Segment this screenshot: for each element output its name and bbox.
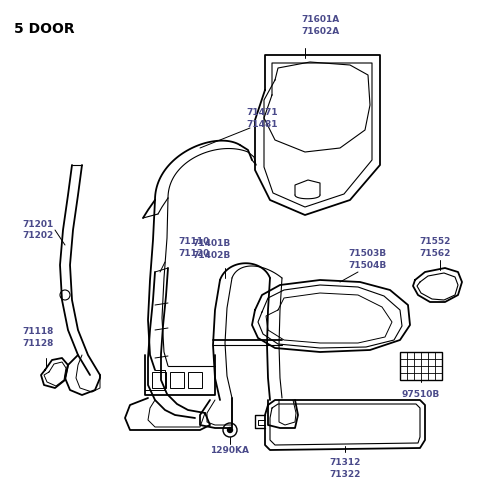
Text: 71552
71562: 71552 71562 xyxy=(420,237,451,258)
Text: 5 DOOR: 5 DOOR xyxy=(14,22,74,36)
Text: 71401B
71402B: 71401B 71402B xyxy=(192,239,230,260)
Circle shape xyxy=(228,427,232,432)
Bar xyxy=(188,372,202,388)
Text: 1290KA: 1290KA xyxy=(211,446,250,455)
Text: 71503B
71504B: 71503B 71504B xyxy=(348,249,386,270)
Bar xyxy=(170,372,184,388)
Text: 71601A
71602A: 71601A 71602A xyxy=(301,15,339,36)
Text: 71110
71120: 71110 71120 xyxy=(178,237,209,258)
Text: 71471
71481: 71471 71481 xyxy=(246,108,278,129)
Text: 71201
71202: 71201 71202 xyxy=(22,220,53,241)
Bar xyxy=(152,372,166,388)
Text: 71118
71128: 71118 71128 xyxy=(22,327,53,348)
Text: 97510B: 97510B xyxy=(402,390,440,399)
Bar xyxy=(400,352,442,380)
Text: 71312
71322: 71312 71322 xyxy=(329,458,360,479)
